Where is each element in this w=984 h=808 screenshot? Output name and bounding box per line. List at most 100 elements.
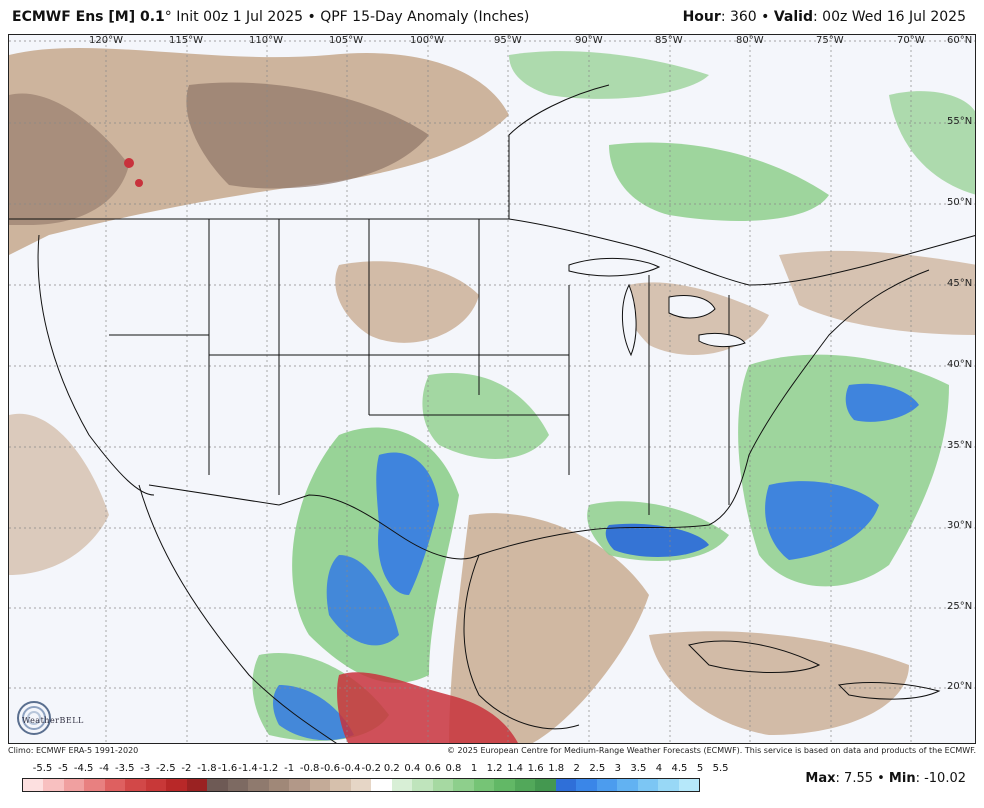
colorbar-tick-label: 0.4 xyxy=(404,763,421,774)
colorbar-tick-label: -5.5 xyxy=(32,763,53,774)
colorbar-tick-label: 2 xyxy=(573,763,580,774)
colorbar-tick-label: 1.4 xyxy=(507,763,524,774)
heavy-wet-anomaly-areas xyxy=(273,383,919,741)
colorbar-tick-label: -3.5 xyxy=(114,763,135,774)
us-gulf-east-coast xyxy=(478,269,930,556)
us-mexico-border xyxy=(148,484,480,560)
lat-label-50n: 50°N xyxy=(947,197,973,208)
colorbar-tick-label: 1.8 xyxy=(548,763,565,774)
great-lakes xyxy=(568,258,746,357)
degree-symbol: ° xyxy=(164,9,172,25)
header-valid-time: Hour: 360 • Valid: 00z Wed 16 Jul 2025 xyxy=(683,0,966,34)
colorbar-swatch xyxy=(166,779,187,791)
colorbar-swatch xyxy=(576,779,597,791)
colorbar-tick-label: -1.4 xyxy=(238,763,258,774)
colorbar-swatch xyxy=(596,779,618,791)
colorbar-tick-label: -0.8 xyxy=(299,763,320,774)
title-separator: • xyxy=(303,9,321,25)
colorbar-swatch xyxy=(330,779,351,791)
colorbar-tick-label: 0.2 xyxy=(383,763,400,774)
lon-label-85w: 85°W xyxy=(655,35,683,46)
min-label: Min xyxy=(888,771,916,786)
colorbar-swatch xyxy=(391,779,413,791)
colorbar xyxy=(22,778,700,792)
init-time: Init 00z 1 Jul 2025 xyxy=(171,9,304,25)
colorbar-tick-label: 4.5 xyxy=(671,763,688,774)
colorbar-swatch xyxy=(43,779,64,791)
model-name: ECMWF Ens [M] 0.1 xyxy=(12,9,165,25)
map-footer: Climo: ECMWF ERA-5 1991-2020 © 2025 Euro… xyxy=(8,745,976,757)
colorbar-tick-label: 1 xyxy=(470,763,478,774)
colorbar-tick-label: -1 xyxy=(284,763,295,774)
colorbar-swatch xyxy=(371,779,392,791)
lat-label-55n: 55°N xyxy=(947,116,973,127)
colorbar-tick-label: -4.5 xyxy=(73,763,94,774)
colorbar-swatch xyxy=(412,779,433,791)
colorbar-swatch xyxy=(555,779,577,791)
extreme-dry-anomaly-area xyxy=(124,158,518,743)
colorbar-swatch xyxy=(514,779,536,791)
colorbar-swatch xyxy=(658,779,679,791)
lat-label-40n: 40°N xyxy=(947,359,973,370)
state-boundaries xyxy=(109,219,730,515)
lon-label-70w: 70°W xyxy=(897,35,925,46)
hour-label: Hour xyxy=(682,9,721,25)
lon-label-115w: 115°W xyxy=(169,35,203,46)
colorbar-tick-label: 1.2 xyxy=(486,763,503,774)
colorbar-swatch xyxy=(453,779,474,791)
colorbar-tick-label: 4 xyxy=(655,763,663,774)
mexico-west-coast xyxy=(138,484,337,743)
colorbar-swatch xyxy=(227,779,249,791)
us-west-coast xyxy=(37,234,155,496)
lon-label-75w: 75°W xyxy=(816,35,844,46)
lon-label-100w: 100°W xyxy=(410,35,444,46)
colorbar-tick-label: 0.6 xyxy=(424,763,441,774)
colorbar-swatch xyxy=(207,779,228,791)
mexico-gulf-coast xyxy=(463,554,580,730)
colorbar-tick-label: -0.2 xyxy=(361,763,382,774)
colorbar-swatch xyxy=(248,779,269,791)
colorbar-swatch xyxy=(104,779,126,791)
lat-label-30n: 30°N xyxy=(947,520,973,531)
lon-label-105w: 105°W xyxy=(329,35,363,46)
colorbar-tick-label: -1.2 xyxy=(258,763,279,774)
hour-value: : 360 • xyxy=(720,9,774,25)
colorbar-swatch xyxy=(678,779,699,791)
colorbar-tick-label: 3 xyxy=(614,763,621,774)
lon-label-80w: 80°W xyxy=(736,35,764,46)
climo-note: Climo: ECMWF ERA-5 1991-2020 xyxy=(8,746,139,755)
lat-label-25n: 25°N xyxy=(947,601,973,612)
colorbar-swatch xyxy=(125,779,146,791)
lat-label-45n: 45°N xyxy=(947,278,973,289)
dry-anomaly-areas xyxy=(9,47,975,743)
colorbar-swatch xyxy=(84,779,105,791)
political-boundaries xyxy=(9,84,975,743)
colorbar-tick-label: -0.6 xyxy=(320,763,340,774)
graticule xyxy=(9,35,975,743)
max-label: Max xyxy=(805,771,836,786)
colorbar-swatch xyxy=(23,779,44,791)
copyright-note: © 2025 European Centre for Medium-Range … xyxy=(447,746,976,755)
lat-label-60n: 60°N xyxy=(947,35,973,46)
anomaly-map: 120°W 115°W 110°W 105°W 100°W 95°W 90°W … xyxy=(8,34,976,744)
province-boundary xyxy=(508,84,610,219)
map-header: ECMWF Ens [M] 0.1° Init 00z 1 Jul 2025 •… xyxy=(0,0,984,34)
colorbar-tick-label: 2.5 xyxy=(589,763,606,774)
colorbar-swatch xyxy=(473,779,495,791)
colorbar-labels: -5.5 -5 -4.5 -4 -3.5 -3 -2.5 -2 -1.8 -1.6 -1.4 -1.2… xyxy=(22,763,729,777)
colorbar-tick-label: -1.6 xyxy=(217,763,238,774)
colorbar-tick-label: -2 xyxy=(181,763,192,774)
colorbar-swatch xyxy=(535,779,556,791)
colorbar-tick-label: -4 xyxy=(99,763,110,774)
colorbar-swatch xyxy=(637,779,659,791)
colorbar-tick-label: 1.6 xyxy=(527,763,544,774)
map-canvas xyxy=(9,35,975,743)
caribbean-islands xyxy=(688,640,941,700)
colorbar-swatch xyxy=(145,779,167,791)
lon-label-120w: 120°W xyxy=(89,35,123,46)
colorbar-tick-label: 0.8 xyxy=(445,763,462,774)
colorbar-tick-label: -1.8 xyxy=(197,763,217,774)
min-value: : -10.02 xyxy=(915,771,966,786)
lat-label-20n: 20°N xyxy=(947,681,973,692)
colorbar-tick-label: 3.5 xyxy=(630,763,647,774)
